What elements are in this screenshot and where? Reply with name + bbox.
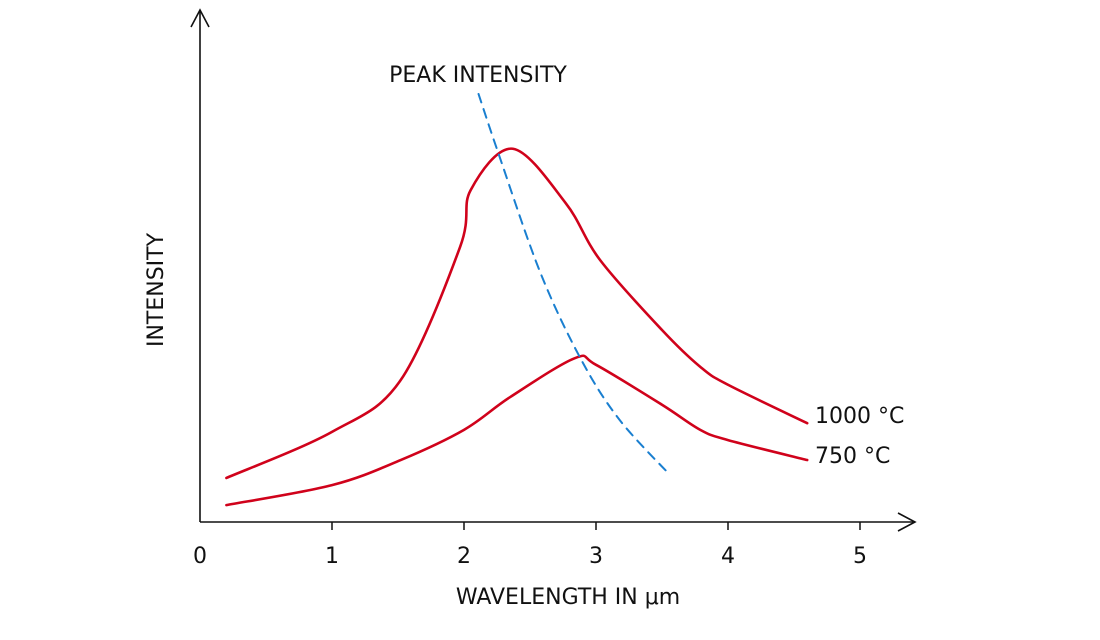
series-label-peak-intensity: PEAK INTENSITY: [389, 63, 567, 88]
x-axis-label: WAVELENGTH IN μm: [456, 585, 680, 610]
x-tick-label: 0: [193, 544, 207, 569]
x-tick-label: 5: [853, 544, 867, 569]
x-tick-label: 1: [325, 544, 339, 569]
series-line-750-c: [225, 354, 809, 507]
y-axis-arrow-icon: [190, 8, 210, 28]
series-line-1000-c: [225, 147, 809, 480]
y-axis-label: INTENSITY: [144, 232, 169, 347]
x-tick-label: 2: [457, 544, 471, 569]
series-line-peak-intensity: [477, 92, 671, 476]
series-label-750c: 750 °C: [815, 444, 890, 469]
series-label-1000c: 1000 °C: [815, 404, 904, 429]
x-tick-label: 3: [589, 544, 603, 569]
axes: [190, 8, 917, 532]
x-tick-label: 4: [721, 544, 735, 569]
x-axis-arrow-icon: [897, 512, 917, 532]
